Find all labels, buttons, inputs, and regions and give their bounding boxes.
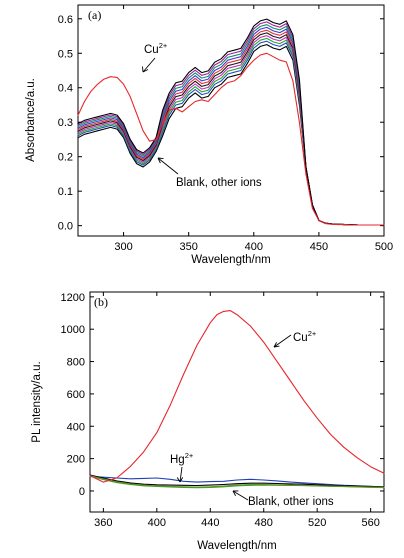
panel-a-x-axis-label: Wavelength/nm: [191, 254, 270, 266]
panel-b-annotation-blank: Blank, other ions: [232, 490, 334, 508]
panel-b-y-axis-ticks: 0 200 400 600 800 1000 1200: [61, 292, 384, 498]
panel-a-series-line-ion-9: [77, 18, 385, 226]
panel-b-y-tick-label: 1000: [61, 324, 85, 336]
svg-text:Cu2+: Cu2+: [293, 329, 317, 344]
panel-b-y-tick-label: 600: [67, 389, 85, 401]
svg-text:Hg2+: Hg2+: [170, 451, 194, 466]
panel-a-plot-frame: [77, 4, 385, 237]
panel-a-y-tick-label: 0.1: [58, 186, 73, 198]
panel-b-annotation-cu-arrow: [273, 334, 292, 348]
panel-a-x-tick-label: 350: [180, 241, 198, 253]
panel-b-annotation-hg-text: Hg: [170, 454, 185, 466]
panel-b-annotation-hg: Hg2+: [170, 451, 194, 483]
svg-text:Cu2+: Cu2+: [144, 41, 168, 56]
panel-b-x-axis-ticks: 360 400 440 480 520 560: [94, 292, 380, 529]
panel-b-annotation-blank-arrow: [232, 490, 249, 501]
panel-b-annotation-blank-arrowhead: [232, 490, 239, 497]
panel-b-series-line-ion-2: [89, 475, 385, 488]
panel-b-x-tick-label: 360: [94, 517, 112, 529]
panel-a-y-tick-label: 0.3: [58, 117, 73, 129]
panel-b-y-tick-label: 400: [67, 421, 85, 433]
panel-b-series-lines: [89, 310, 385, 489]
panel-a-x-tick-label: 500: [375, 241, 393, 253]
panel-b-series-line-blank: [89, 474, 385, 488]
panel-a-annotation-cu-sup: 2+: [159, 41, 168, 50]
panel-a-y-axis-label: Absorbance/a.u.: [25, 78, 37, 162]
panel-a-annotation-cu-text: Cu: [144, 44, 159, 56]
panel-a-annotation-cu: Cu2+: [142, 41, 168, 73]
panel-a-annotation-blank: Blank, other ions: [157, 157, 262, 189]
panel-a-annotation-blank-arrowhead: [157, 157, 164, 164]
panel-a-label: (a): [88, 8, 101, 22]
panel-a-x-tick-label: 300: [114, 241, 132, 253]
panel-a-y-tick-label: 0.4: [58, 83, 73, 95]
panel-a-x-tick-label: 450: [310, 241, 328, 253]
panel-b-annotation-cu-text: Cu: [293, 332, 308, 344]
panel-a-series-lines: [77, 18, 385, 226]
panel-a-annotation-blank-arrow: [157, 157, 179, 175]
panel-b-x-tick-label: 520: [308, 517, 326, 529]
panel-b-annotation-hg-arrowhead: [176, 477, 184, 483]
panel-b-x-tick-label: 400: [148, 517, 166, 529]
panel-b-annotation-cu-arrowhead: [273, 342, 280, 348]
panel-a-y-axis-ticks: 0.0 0.1 0.2 0.3 0.4 0.5 0.6: [58, 14, 384, 233]
panel-b-pl-chart: (b) 360 400 440 480 520 560 0 200 400 600 800 1000…: [31, 291, 385, 552]
panel-b-y-tick-label: 0: [79, 486, 85, 498]
panel-a-annotation-cu-arrow: [142, 57, 156, 73]
panel-a-x-tick-label: 400: [245, 241, 263, 253]
panel-b-y-tick-label: 800: [67, 357, 85, 369]
panel-b-annotation-cu: Cu2+: [273, 329, 317, 348]
panel-b-annotation-cu-sup: 2+: [308, 329, 317, 338]
panel-a-y-tick-label: 0.2: [58, 152, 73, 164]
panel-b-label: (b): [94, 295, 108, 309]
panel-b-series-line-cu2: [89, 310, 385, 483]
panel-b-x-axis-label: Wavelength/nm: [197, 540, 276, 552]
panel-a-y-tick-label: 0.0: [58, 221, 73, 233]
panel-a-annotation-cu-arrowhead: [142, 66, 149, 73]
panel-b-x-tick-label: 480: [255, 517, 273, 529]
panel-a-x-axis-ticks: 300 350 400 450 500: [114, 5, 393, 253]
panel-a-absorbance-chart: (a) 300 350 400 450 500 0.00.10.20.30.40.50.…: [25, 4, 393, 266]
panel-a-y-tick-label: 0.5: [58, 48, 73, 60]
panel-b-y-axis-label: PL intensity/a.u.: [31, 361, 43, 442]
panel-a-y-tick-label: 0.6: [58, 14, 73, 26]
panel-b-series-line-hg2: [89, 475, 385, 488]
panel-a-series-line-cu2: [77, 52, 385, 226]
panel-b-plot-frame: [89, 291, 385, 513]
panel-a-annotation-blank-text: Blank, other ions: [176, 177, 262, 189]
panel-b-annotation-blank-text: Blank, other ions: [248, 496, 334, 508]
panel-b-annotation-hg-sup: 2+: [185, 451, 194, 460]
panel-b-y-tick-label: 200: [67, 454, 85, 466]
panel-b-y-tick-label: 1200: [61, 292, 85, 304]
panel-b-x-tick-label: 560: [361, 517, 379, 529]
panel-b-x-tick-label: 440: [201, 517, 219, 529]
panel-b-annotation-hg-arrow: [179, 466, 183, 483]
